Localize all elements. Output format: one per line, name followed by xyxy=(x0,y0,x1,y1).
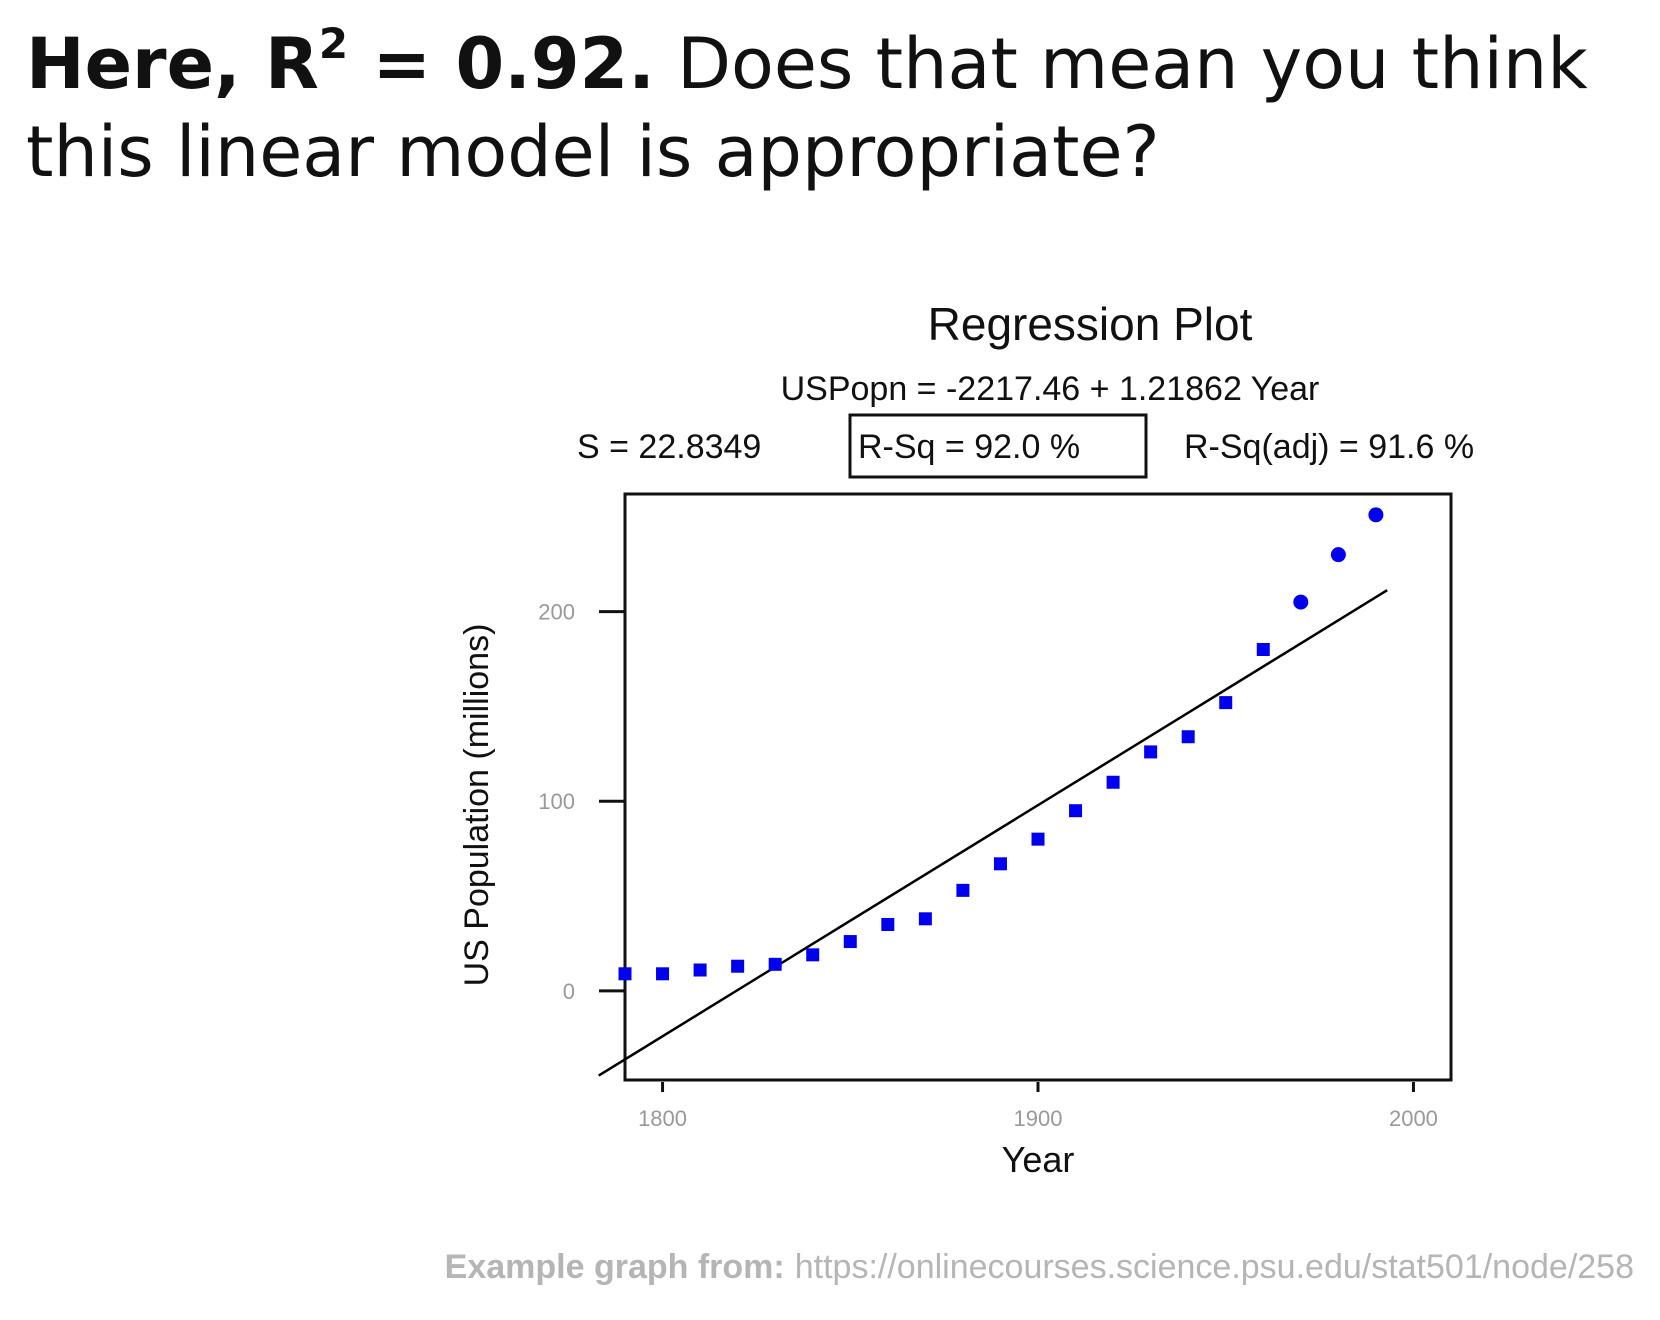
data-point xyxy=(693,963,707,977)
data-point xyxy=(1219,696,1233,710)
x-tick-label: 2000 xyxy=(1389,1106,1438,1131)
y-axis-label: US Population (millions) xyxy=(458,624,496,987)
caption-label: Example graph from: xyxy=(444,1248,785,1286)
fit-line xyxy=(598,589,1388,1077)
data-point xyxy=(1069,804,1083,818)
chart-title: Regression Plot xyxy=(928,298,1253,350)
data-point xyxy=(1181,730,1195,744)
heading-lead-suffix: = 0.92. xyxy=(348,23,655,105)
slide-heading: Here, R2 = 0.92. Does that mean you thin… xyxy=(26,20,1626,196)
y-tick-label: 100 xyxy=(538,789,575,814)
data-point xyxy=(806,948,820,962)
fit-line-group xyxy=(598,589,1388,1077)
data-point xyxy=(918,912,932,926)
x-axis: 1800 1900 2000 xyxy=(638,1082,1438,1131)
data-point xyxy=(618,967,632,981)
data-point xyxy=(731,959,745,973)
y-tick-label: 0 xyxy=(563,979,575,1004)
y-axis: 0 100 200 xyxy=(538,600,624,1004)
data-point xyxy=(1330,547,1346,563)
data-point xyxy=(881,917,895,931)
data-point xyxy=(993,857,1007,871)
data-point xyxy=(656,967,670,981)
heading-question: Does that mean you think this linear mod… xyxy=(26,23,1588,193)
rsq-highlight-box xyxy=(848,413,1148,479)
chart-equation: USPopn = -2217.46 + 1.21862 Year xyxy=(781,370,1320,408)
data-point xyxy=(1368,507,1384,523)
heading-lead: Here, R2 = 0.92. xyxy=(26,22,655,105)
heading-lead-prefix: Here, R xyxy=(26,23,319,105)
x-tick-label: 1900 xyxy=(1014,1106,1063,1131)
data-point xyxy=(843,935,857,949)
data-point xyxy=(768,957,782,971)
caption-url[interactable]: https://onlinecourses.science.psu.edu/st… xyxy=(794,1248,1634,1286)
stat-rsq: R-Sq = 92.0 % xyxy=(858,428,1080,466)
data-point xyxy=(956,883,970,897)
data-point xyxy=(1031,832,1045,846)
data-point xyxy=(1256,643,1270,657)
data-point xyxy=(1144,745,1158,759)
y-tick-label: 200 xyxy=(538,600,575,625)
heading-superscript: 2 xyxy=(318,18,349,68)
data-point xyxy=(1293,594,1309,610)
source-caption: Example graph from: https://onlinecourses… xyxy=(445,1248,1634,1287)
x-tick-label: 1800 xyxy=(638,1106,687,1131)
plot-frame xyxy=(623,492,1453,1082)
stat-rsq-adj: R-Sq(adj) = 91.6 % xyxy=(1184,428,1474,466)
data-points xyxy=(618,507,1384,981)
x-axis-label: Year xyxy=(1002,1139,1075,1180)
data-point xyxy=(1106,775,1120,789)
stat-s: S = 22.8349 xyxy=(577,428,761,466)
